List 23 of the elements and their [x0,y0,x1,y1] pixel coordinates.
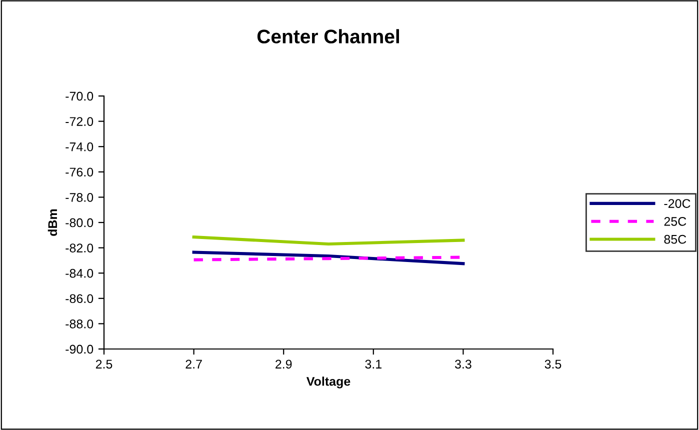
x-tick-label: 3.5 [544,360,562,369]
y-tick-label: -70.0 [66,92,94,101]
y-tick-label: -88.0 [66,320,94,328]
y-tick-label: -90.0 [66,344,94,354]
legend-label: -20C [664,199,690,208]
y-tick-label: -86.0 [66,294,94,304]
y-tick-label: -80.0 [66,218,94,228]
y-tick-label: -72.0 [66,117,94,126]
chart-title: Center Channel [257,29,399,44]
x-tick-label: 2.9 [276,360,292,369]
legend-label: 85C [664,234,686,244]
y-axis-title: dBm [48,209,58,236]
legend-label: 25C [664,217,686,226]
x-tick-label: 3.1 [365,360,382,369]
x-axis-title: Voltage [306,376,350,388]
y-tick-label: -78.0 [66,193,94,202]
y-tick-label: -74.0 [66,142,94,152]
x-tick-label: 2.5 [96,360,112,369]
y-tick-label: -84.0 [66,268,94,278]
x-tick-label: 3.3 [454,360,472,369]
y-tick-label: -82.0 [66,244,94,252]
x-tick-label: 2.7 [186,360,202,368]
y-tick-label: -76.0 [66,168,94,177]
